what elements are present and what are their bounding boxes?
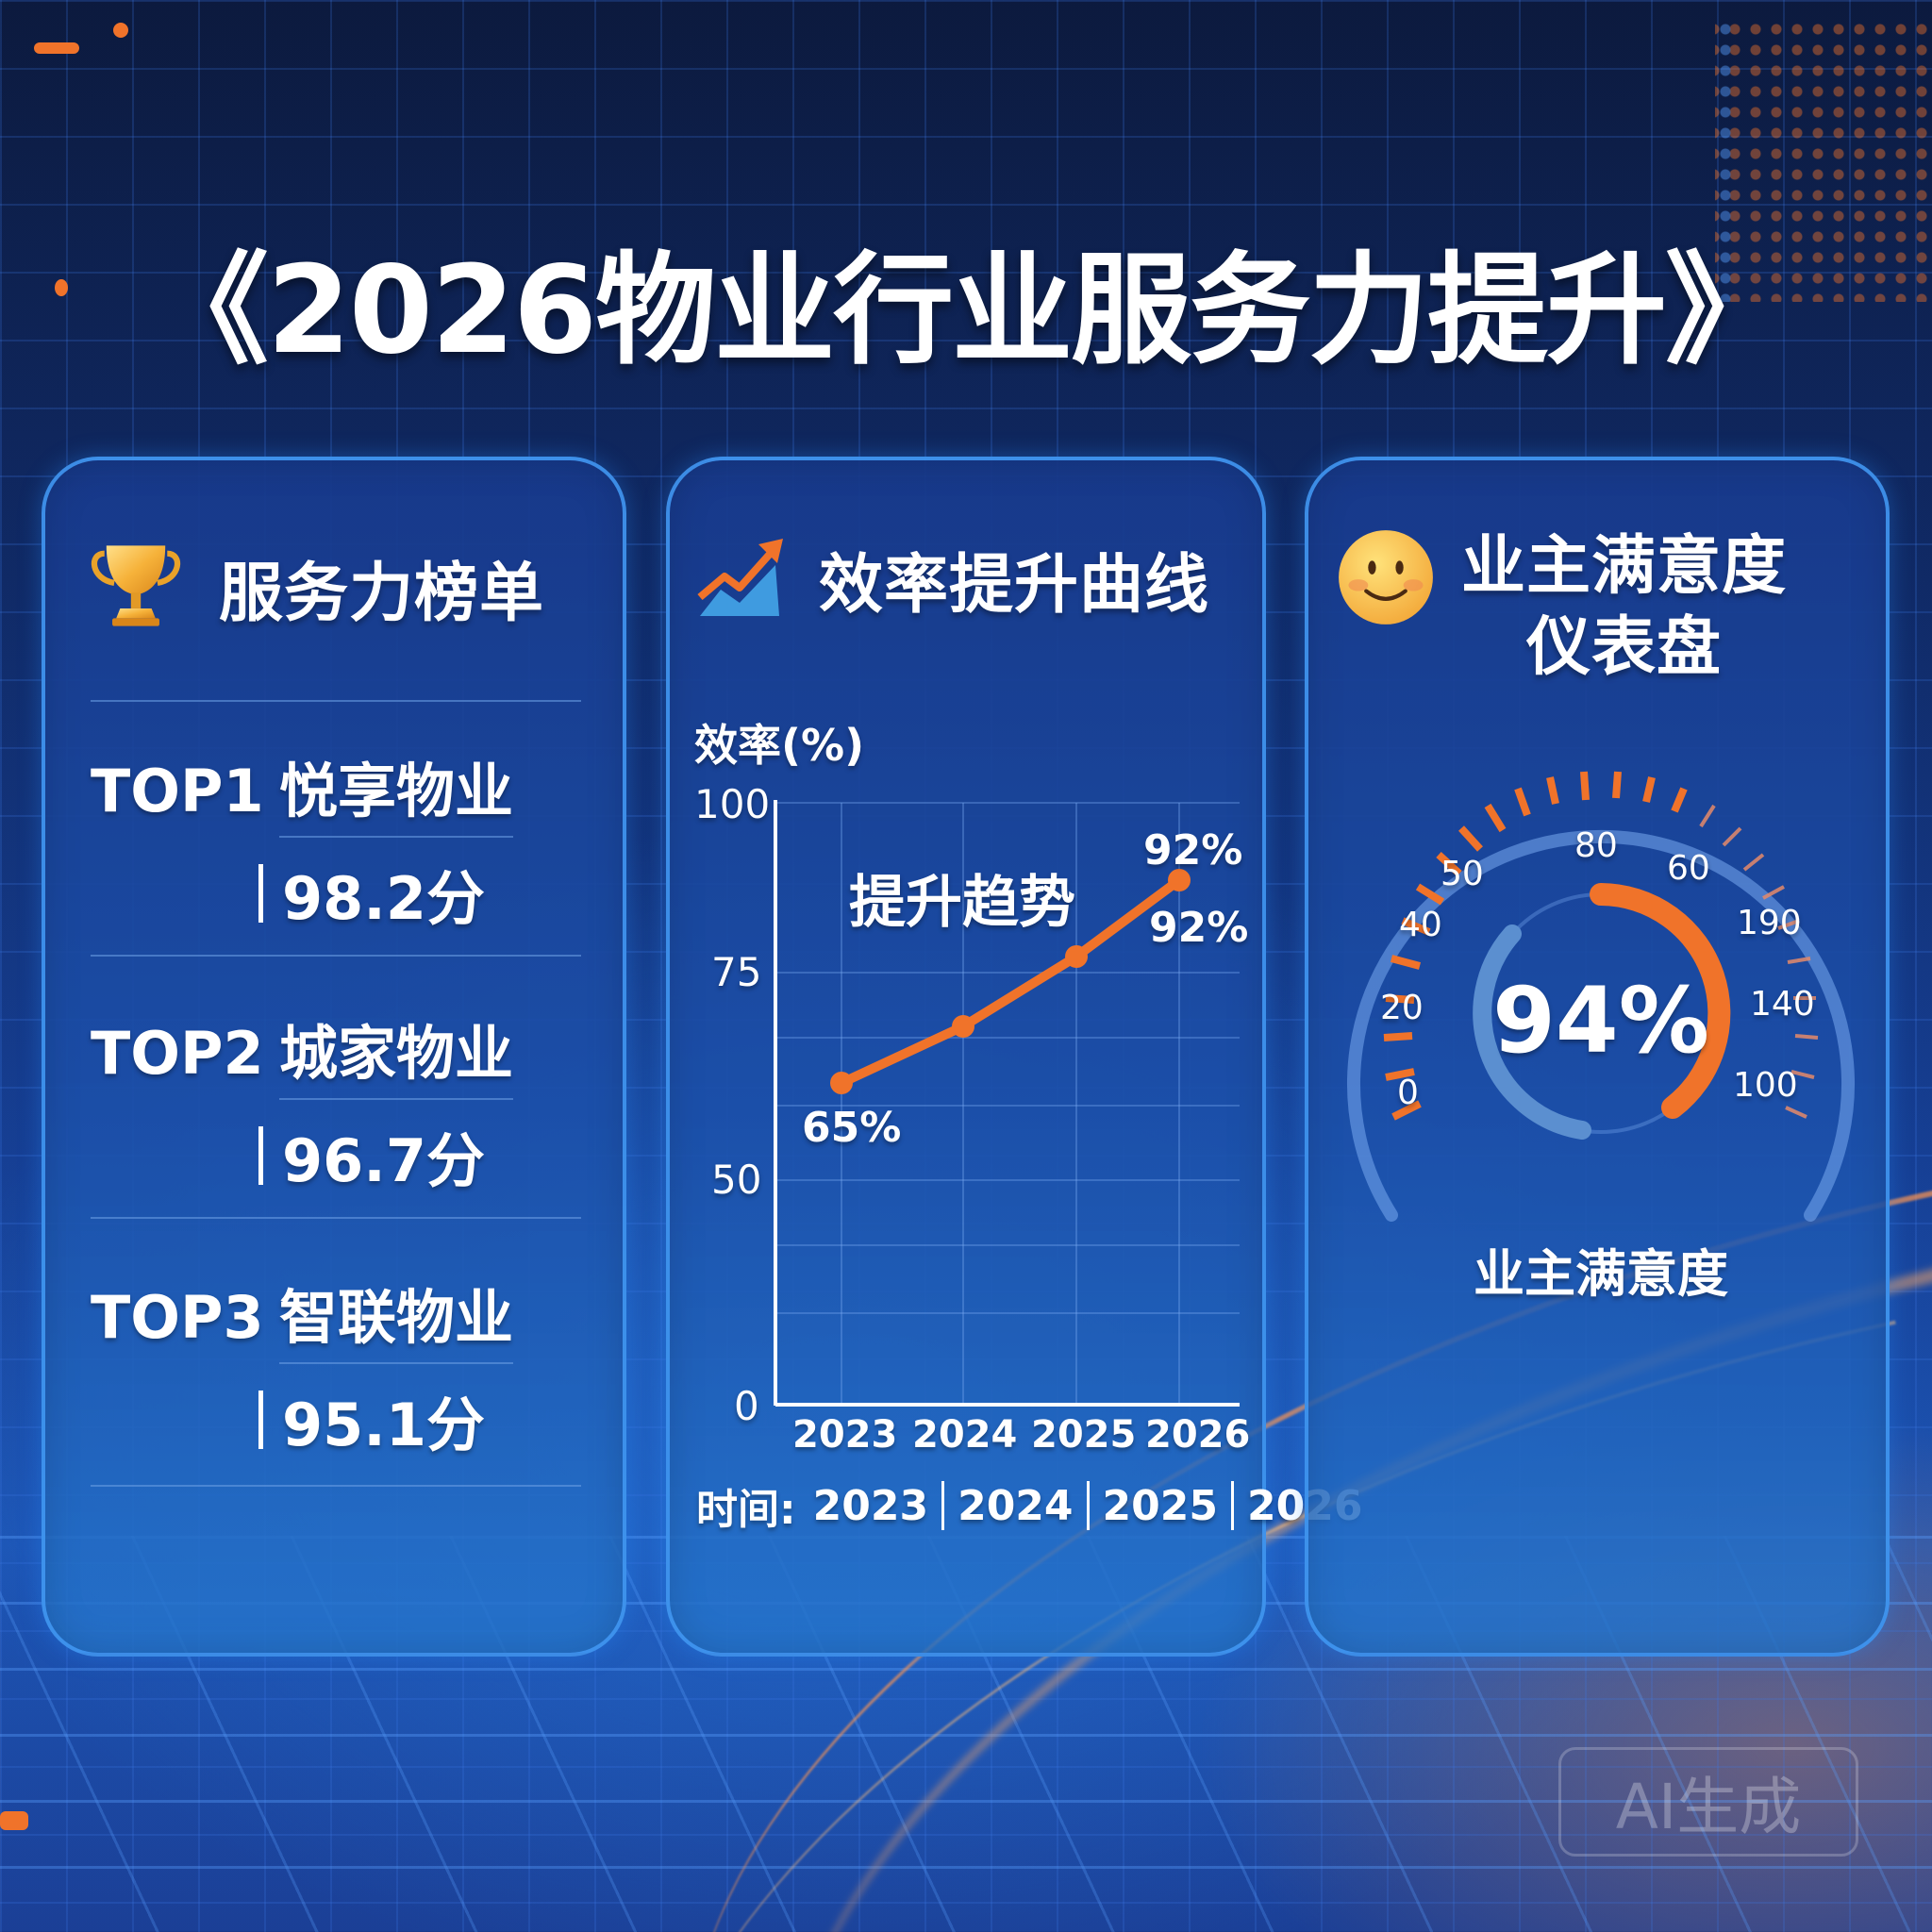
efficiency-card-title: 效率提升曲线 [819, 548, 1210, 623]
gauge-tick-label: 40 [1399, 906, 1442, 944]
gauge-tick-label: 50 [1441, 855, 1484, 893]
score-separator [258, 1391, 263, 1449]
company-name: 悦享物业 [279, 743, 514, 838]
rank-label: TOP1 [91, 757, 264, 825]
time-label: 时间: [696, 1486, 796, 1534]
gauge-value: 94% [1492, 968, 1709, 1074]
y-tick: 0 [734, 1383, 759, 1429]
gauge-tick-label: 60 [1667, 849, 1710, 888]
gauge-tick-label: 100 [1733, 1066, 1798, 1105]
y-axis-title: 效率(%) [694, 720, 865, 771]
gauge-tick-label: 20 [1380, 989, 1424, 1027]
x-tick: 2025 [1031, 1413, 1137, 1457]
gauge-tick-label: 140 [1750, 985, 1815, 1024]
satisfaction-card: 业主满意度 仪表盘 [1305, 457, 1890, 1657]
time-separator [1086, 1481, 1090, 1530]
trophy-icon [87, 536, 185, 638]
time-separator [941, 1481, 945, 1530]
y-tick: 75 [711, 949, 762, 995]
ranking-card-header: 服务力榜单 [87, 536, 544, 638]
gauge-caption: 业主满意度 [1474, 1244, 1728, 1304]
satisfaction-card-header: 业主满意度 仪表盘 [1337, 526, 1787, 689]
time-year: 2024 [958, 1481, 1074, 1530]
data-label-end: 92% [1143, 826, 1243, 874]
gauge-outer-ring [1347, 829, 1855, 1222]
company-name: 智联物业 [279, 1270, 514, 1364]
divider [91, 1485, 581, 1487]
ai-generated-watermark: AI生成 [1558, 1747, 1858, 1857]
gauge-tick-label: 0 [1397, 1074, 1419, 1112]
x-tick: 2026 [1145, 1413, 1251, 1457]
ranking-card-title: 服务力榜单 [219, 556, 545, 631]
data-label-end: 92% [1149, 904, 1249, 952]
satisfaction-gauge [1347, 771, 1855, 1222]
ranking-row: TOP2 城家物业 96.7分 [91, 1006, 581, 1198]
satisfaction-card-title: 业主满意度 仪表盘 [1461, 526, 1787, 689]
gauge-ticks [1383, 771, 1819, 1121]
score-separator [258, 1126, 263, 1185]
company-score: 96.7分 [282, 1126, 485, 1195]
page-title: 《2026物业行业服务力提升》 [147, 241, 1786, 381]
x-tick: 2024 [912, 1413, 1018, 1457]
time-separator [1231, 1481, 1235, 1530]
decorative-bar [0, 1811, 28, 1830]
trend-annotation: 提升趋势 [849, 870, 1075, 936]
gauge-tick-label: 80 [1574, 826, 1618, 865]
rank-label: TOP3 [91, 1283, 264, 1352]
decorative-dot [55, 279, 68, 296]
title-line: 业主满意度 [1461, 529, 1788, 604]
background-dot-matrix [1715, 19, 1932, 302]
company-score: 98.2分 [282, 864, 485, 933]
y-tick: 100 [694, 781, 771, 827]
efficiency-card-header: 效率提升曲线 [696, 532, 1209, 625]
title-line: 仪表盘 [1526, 610, 1723, 685]
ranking-row: TOP3 智联物业 95.1分 [91, 1270, 581, 1462]
time-row: 时间: 2023 2024 2025 2026 [696, 1475, 1362, 1536]
score-separator [258, 864, 263, 923]
x-tick: 2023 [792, 1413, 898, 1457]
data-label-start: 65% [802, 1104, 902, 1152]
divider [91, 955, 581, 957]
divider [91, 1217, 581, 1219]
data-points [830, 869, 1191, 1094]
decorative-bar [34, 42, 79, 54]
y-tick: 50 [711, 1157, 762, 1203]
gauge-track [1473, 924, 1591, 1140]
efficiency-line [837, 875, 1184, 1088]
time-year: 2025 [1102, 1481, 1219, 1530]
ranking-card: 服务力榜单 TOP1 悦享物业 98.2分 TOP2 城家物业 96.7分 TO… [42, 457, 626, 1657]
company-score: 95.1分 [282, 1391, 485, 1459]
company-name: 城家物业 [279, 1006, 514, 1100]
efficiency-card: 效率提升曲线 效率(%) 100 75 50 [666, 457, 1362, 1657]
trend-up-chart-icon [696, 535, 787, 624]
time-year: 2023 [812, 1481, 929, 1530]
gauge-tick-label: 190 [1737, 904, 1802, 942]
line-chart [774, 800, 1240, 1407]
divider [91, 700, 581, 702]
smiley-face-icon [1337, 528, 1435, 630]
decorative-dot [113, 23, 128, 38]
rank-label: TOP2 [91, 1019, 264, 1088]
gauge-progress-arc [1590, 883, 1731, 1119]
ranking-row: TOP1 悦享物业 98.2分 [91, 743, 581, 936]
